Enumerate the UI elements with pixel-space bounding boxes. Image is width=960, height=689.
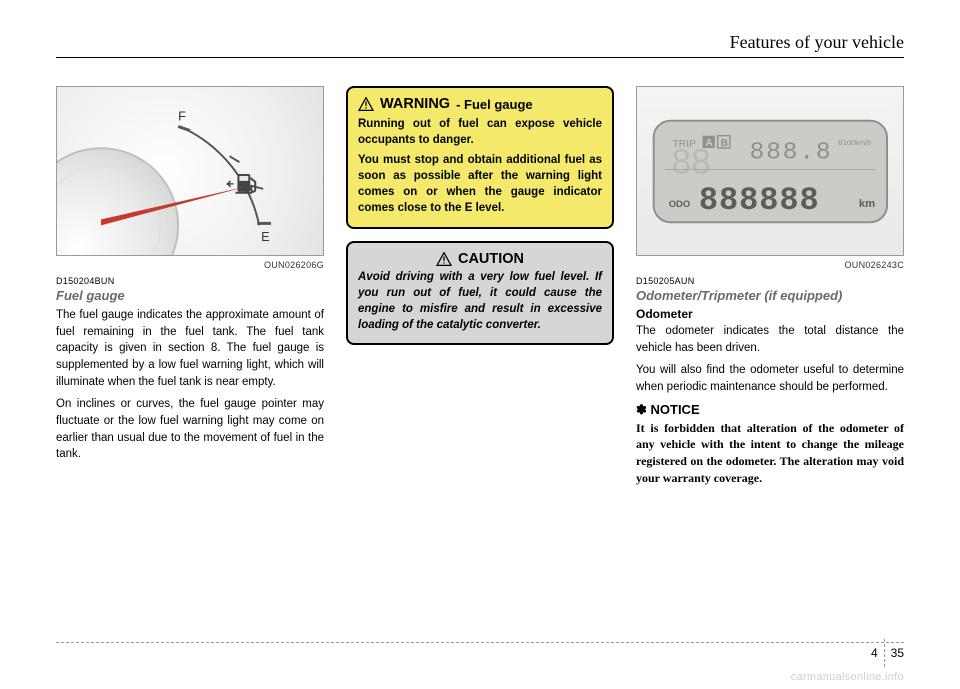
columns: F E OUN026206G [56,86,904,487]
caution-body: Avoid driving with a very low fuel level… [358,269,602,333]
page-number-separator [884,639,885,667]
f-label: F [178,109,186,124]
fuel-gauge-heading: Fuel gauge [56,288,324,303]
section-number: 4 [871,646,878,660]
svg-text:ℓ/100km/h: ℓ/100km/h [837,138,871,147]
svg-text:88: 88 [670,143,710,184]
body-para: The odometer indicates the total distanc… [636,323,904,356]
body-para: You will also find the odometer useful t… [636,362,904,395]
fuel-gauge-figure: F E [56,86,324,256]
header-rule: Features of your vehicle [56,32,904,58]
caution-triangle-icon [436,252,452,266]
odometer-illustration: TRIP A B 888.8 ℓ/100km/h 88 ODO 888888 [637,87,903,255]
footer-rule [56,642,904,643]
notice-heading: ✽ NOTICE [636,402,904,418]
column-middle: WARNING - Fuel gauge Running out of fuel… [346,86,614,487]
odo-label: ODO [668,198,689,209]
e-label: E [261,229,270,244]
warning-label: WARNING [380,96,450,112]
page: Features of your vehicle [0,0,960,689]
page-number: 4 35 [871,639,904,667]
fuel-gauge-svg: F E [57,87,323,255]
column-left: F E OUN026206G [56,86,324,487]
page-number-value: 35 [891,646,904,660]
warning-box: WARNING - Fuel gauge Running out of fuel… [346,86,614,229]
figure-caption: OUN026206G [56,260,324,270]
warning-body: You must stop and obtain additional fuel… [358,152,602,216]
body-para: The fuel gauge indicates the approximate… [56,307,324,390]
svg-text:B: B [720,138,727,149]
figure-caption: OUN026243C [636,260,904,270]
caution-heading: CAUTION [358,251,602,267]
doc-id: D150204BUN [56,276,324,286]
warning-heading: WARNING - Fuel gauge [358,96,602,112]
km-label: km [858,198,874,210]
doc-id: D150205AUN [636,276,904,286]
fuel-gauge-illustration: F E [57,87,323,255]
fuel-pump-icon [228,174,256,194]
body-para: On inclines or curves, the fuel gauge po… [56,396,324,463]
odometer-subheading: Odometer [636,307,904,321]
caution-box: CAUTION Avoid driving with a very low fu… [346,241,614,345]
notice-body: It is forbidden that alteration of the o… [636,420,904,487]
page-title: Features of your vehicle [56,32,904,53]
warning-topic: - Fuel gauge [456,97,533,112]
trip-digits: 888.8 [749,139,832,166]
caution-label: CAUTION [458,251,524,267]
column-right: TRIP A B 888.8 ℓ/100km/h 88 ODO 888888 [636,86,904,487]
odometer-svg: TRIP A B 888.8 ℓ/100km/h 88 ODO 888888 [648,115,893,228]
odo-digits: 888888 [698,182,819,219]
warning-body: Running out of fuel can expose vehicle o… [358,116,602,148]
watermark: carmanualsonline.info [791,671,904,683]
odometer-figure: TRIP A B 888.8 ℓ/100km/h 88 ODO 888888 [636,86,904,256]
warning-triangle-icon [358,97,374,111]
odometer-heading: Odometer/Tripmeter (if equipped) [636,288,904,303]
